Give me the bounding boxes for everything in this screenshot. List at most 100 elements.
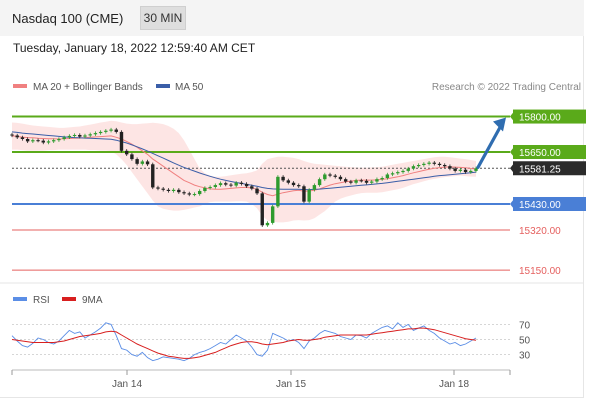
candle-body xyxy=(411,166,416,169)
candle-body xyxy=(197,191,202,195)
level-tag-pointer-1 xyxy=(510,147,514,157)
attribution: Research © 2022 Trading Central xyxy=(432,82,581,93)
bollinger-band-area xyxy=(12,120,476,223)
candle-body xyxy=(62,137,66,139)
candle-body xyxy=(302,186,306,202)
legend-ma50-label: MA 50 xyxy=(175,82,204,93)
candle-body xyxy=(276,176,280,207)
candle-body xyxy=(104,130,108,132)
ma50-line xyxy=(11,131,477,191)
candle-body xyxy=(31,140,35,142)
candle-body xyxy=(208,186,212,188)
level-label-1: 15650.00 xyxy=(519,148,561,159)
candle-body xyxy=(401,170,405,173)
candle-body xyxy=(453,168,457,171)
level-label-3: 15320.00 xyxy=(519,226,561,237)
candle-body xyxy=(286,180,291,183)
legend-ma50-swatch xyxy=(156,84,170,88)
candle-body xyxy=(250,186,254,189)
candle-body xyxy=(177,189,181,193)
interval-button[interactable]: 30 MIN xyxy=(140,6,186,30)
candle-body xyxy=(469,170,473,173)
legend-ma20-label: MA 20 + Bollinger Bands xyxy=(33,82,143,93)
candle-body xyxy=(20,137,25,139)
candle-body xyxy=(281,176,285,181)
rsi-tick-70: 70 xyxy=(519,320,531,331)
candle-body xyxy=(437,163,442,165)
candle-body xyxy=(255,188,259,194)
candle-body xyxy=(166,189,171,191)
ma20-line xyxy=(11,135,477,197)
candle-body xyxy=(239,182,244,184)
candle-body xyxy=(359,180,364,182)
current-price-tag xyxy=(513,161,586,176)
rsi-tick-50: 50 xyxy=(519,336,531,347)
candle-body xyxy=(265,222,270,226)
candle-body xyxy=(224,183,228,185)
candle-body xyxy=(390,173,395,175)
level-label-2: 15430.00 xyxy=(519,200,561,211)
candle-body xyxy=(380,178,384,180)
candle-body xyxy=(396,172,400,174)
level-tag-2 xyxy=(513,197,586,211)
candle-body xyxy=(463,169,468,173)
candle-body xyxy=(375,179,379,182)
candle-body xyxy=(354,180,358,183)
level-label-4: 15150.00 xyxy=(519,266,561,277)
candle-body xyxy=(364,180,369,183)
candle-body xyxy=(119,131,124,151)
candle-body xyxy=(443,165,447,167)
header-bar: Nasdaq 100 (CME) 30 MIN xyxy=(0,0,584,36)
candle-body xyxy=(323,174,327,180)
candle-body xyxy=(333,175,337,177)
candle-body xyxy=(130,154,134,160)
candle-body xyxy=(270,206,275,223)
candle-body xyxy=(297,185,301,187)
candle-body xyxy=(213,185,218,187)
candle-body xyxy=(370,181,374,183)
candle-body xyxy=(349,181,353,183)
candle-body xyxy=(317,179,322,186)
candle-body xyxy=(458,169,463,171)
level-tag-pointer-0 xyxy=(510,111,514,122)
candle-body xyxy=(83,135,87,137)
candle-body xyxy=(427,162,431,164)
level-label-0: 15800.00 xyxy=(519,113,561,124)
candle-body xyxy=(203,187,207,191)
candle-body xyxy=(52,140,56,142)
candle-body xyxy=(145,161,150,165)
candle-body xyxy=(229,184,233,186)
candle-body xyxy=(312,185,317,190)
candle-body xyxy=(307,189,311,202)
candle-body xyxy=(343,179,348,182)
candle-body xyxy=(25,139,30,142)
candle-body xyxy=(41,140,45,143)
level-tag-pointer-2 xyxy=(510,199,514,209)
candle-body xyxy=(72,134,77,136)
candle-body xyxy=(187,193,191,195)
time-tick-label-1: Jan 15 xyxy=(276,379,306,390)
current-price-tag-pointer xyxy=(510,163,514,174)
candle-body xyxy=(234,182,238,186)
candle-body xyxy=(406,168,410,171)
candle-body xyxy=(124,150,129,155)
candle-body xyxy=(151,164,155,188)
time-tick-label-2: Jan 18 xyxy=(439,379,469,390)
time-tick-label-0: Jan 14 xyxy=(112,379,142,390)
forecast-arrow-shaft xyxy=(476,123,503,169)
candle-body xyxy=(78,134,82,137)
candle-body xyxy=(416,165,421,167)
candle-body xyxy=(109,129,113,131)
candle-body xyxy=(422,163,426,165)
candle-body xyxy=(432,162,436,164)
candle-body xyxy=(244,183,249,187)
candle-body xyxy=(218,183,223,186)
candle-body xyxy=(474,168,478,171)
legend-rsi-label: RSI xyxy=(33,295,50,306)
level-tag-0 xyxy=(513,109,586,124)
instrument-title: Nasdaq 100 (CME) xyxy=(12,11,124,26)
candle-body xyxy=(36,140,40,142)
candle-body xyxy=(15,135,19,138)
legend-9ma-swatch xyxy=(62,297,76,301)
